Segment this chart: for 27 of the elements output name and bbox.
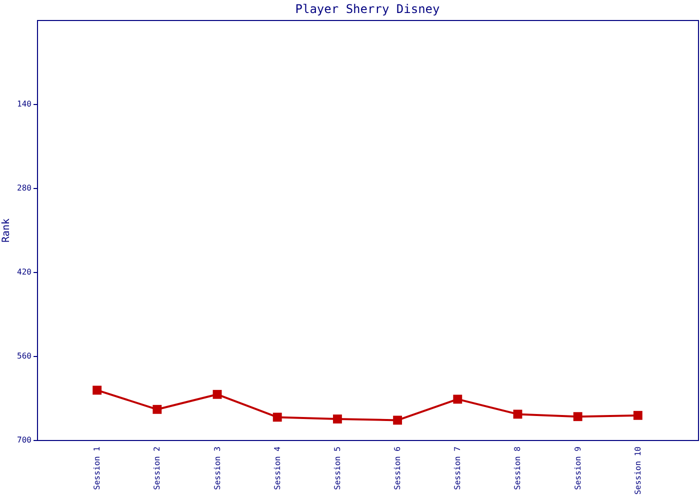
point [513, 410, 522, 419]
x-tick-label: Session 9 [573, 446, 582, 490]
y-tick-label: 420 [17, 268, 32, 276]
point [573, 412, 582, 422]
point [633, 410, 642, 420]
y-tick-label: 700 [17, 436, 32, 444]
y-tick-label: 280 [17, 184, 32, 192]
point [152, 404, 162, 414]
point [393, 416, 402, 425]
x-tick-label: Session 2 [152, 446, 162, 490]
chart-title: Player Sherry Disney [295, 2, 440, 16]
x-tick-label: Session 4 [272, 446, 282, 490]
x-tick-label: Session 10 [633, 446, 642, 495]
point [92, 386, 102, 395]
x-tick-label: Session 7 [453, 446, 462, 490]
x-tick-label: Session 5 [332, 446, 342, 490]
point [332, 414, 342, 424]
x-tick-label: Session 6 [393, 446, 402, 490]
point [453, 394, 462, 404]
x-tick-label: Session 8 [513, 446, 522, 490]
x-tick-label: Session 1 [92, 446, 102, 490]
point [272, 412, 282, 422]
x-tick-label: Session 3 [212, 446, 222, 490]
y-axis-title: Rank [1, 218, 12, 243]
y-tick-label: 140 [17, 100, 32, 108]
point [212, 390, 222, 399]
y-tick-label: 560 [17, 352, 32, 360]
